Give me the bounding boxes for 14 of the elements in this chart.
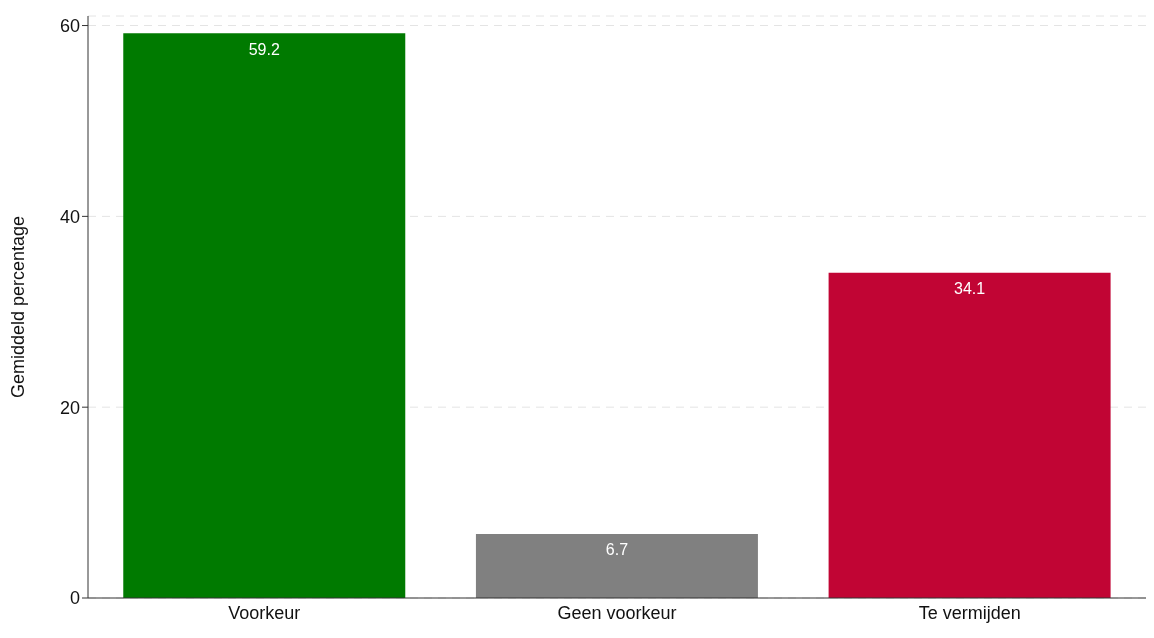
data-label: 59.2: [248, 40, 280, 58]
x-tick-label: Voorkeur: [228, 602, 301, 623]
y-tick-label: 20: [59, 397, 80, 418]
bar: [475, 534, 758, 598]
data-label: 6.7: [605, 541, 629, 559]
data-label: 34.1: [954, 280, 986, 298]
y-tick-label: 0: [69, 588, 80, 609]
x-tick-label: Geen voorkeur: [557, 602, 677, 623]
y-tick-label: 40: [59, 206, 80, 227]
bar: [828, 272, 1111, 598]
bar: [123, 33, 406, 598]
x-tick-label: Te vermijden: [918, 602, 1021, 623]
y-axis-title: Gemiddeld percentage: [8, 215, 29, 399]
y-tick-label: 60: [59, 15, 80, 36]
